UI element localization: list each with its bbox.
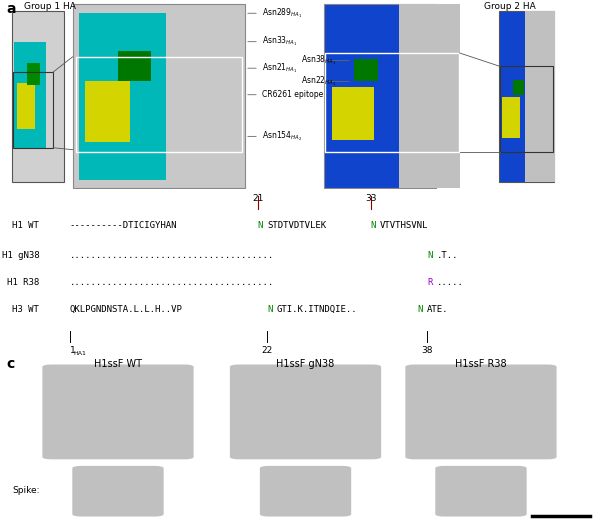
Text: H1ssF WT: H1ssF WT — [94, 359, 142, 369]
Text: 21: 21 — [252, 195, 263, 203]
FancyBboxPatch shape — [230, 364, 381, 459]
Text: 1: 1 — [70, 346, 76, 354]
FancyBboxPatch shape — [17, 84, 35, 129]
Text: H1ssF R38: H1ssF R38 — [455, 359, 507, 369]
FancyBboxPatch shape — [73, 466, 163, 516]
Text: c: c — [6, 357, 15, 371]
Text: .....: ..... — [436, 278, 463, 287]
Text: ATE.: ATE. — [427, 305, 448, 313]
FancyBboxPatch shape — [42, 364, 194, 459]
Text: Asn38$_{HA_1}$: Asn38$_{HA_1}$ — [301, 54, 336, 67]
Text: Asn154$_{HA_2}$: Asn154$_{HA_2}$ — [262, 130, 302, 143]
Text: N: N — [427, 251, 433, 261]
Text: N: N — [371, 222, 376, 230]
Text: Asn21$_{HA_1}$: Asn21$_{HA_1}$ — [262, 61, 298, 75]
Text: .T..: .T.. — [436, 251, 458, 261]
FancyBboxPatch shape — [118, 51, 151, 81]
Text: H3 WT: H3 WT — [13, 305, 39, 313]
Text: N: N — [258, 222, 263, 230]
FancyBboxPatch shape — [85, 81, 130, 142]
Text: N: N — [267, 305, 272, 313]
FancyBboxPatch shape — [79, 13, 166, 180]
FancyBboxPatch shape — [502, 97, 520, 138]
Text: VTVTHSVNL: VTVTHSVNL — [380, 222, 428, 230]
Text: CR6261 epitope: CR6261 epitope — [262, 90, 323, 99]
Text: 38: 38 — [421, 346, 433, 354]
Text: Spike:: Spike: — [12, 486, 39, 495]
Text: 22: 22 — [261, 346, 273, 354]
Text: H1 R38: H1 R38 — [7, 278, 39, 287]
FancyBboxPatch shape — [525, 11, 555, 182]
FancyBboxPatch shape — [513, 79, 524, 94]
Text: R: R — [427, 278, 433, 287]
FancyBboxPatch shape — [399, 4, 460, 187]
Text: N: N — [417, 305, 423, 313]
FancyBboxPatch shape — [27, 62, 40, 85]
FancyBboxPatch shape — [436, 466, 526, 516]
Text: HA1: HA1 — [74, 350, 87, 356]
Text: 33: 33 — [365, 195, 376, 203]
FancyBboxPatch shape — [405, 364, 557, 459]
Text: a: a — [6, 2, 16, 16]
Text: H1 WT: H1 WT — [13, 222, 39, 230]
Text: H1 gN38: H1 gN38 — [2, 251, 39, 261]
Text: GTI.K.ITNDQIE..: GTI.K.ITNDQIE.. — [276, 305, 357, 313]
FancyBboxPatch shape — [73, 4, 245, 187]
Text: ......................................: ...................................... — [70, 278, 274, 287]
Text: H1ssF gN38: H1ssF gN38 — [276, 359, 335, 369]
Text: Group 1 HA: Group 1 HA — [24, 2, 76, 11]
Text: Group 2 HA: Group 2 HA — [484, 2, 536, 11]
Text: ----------DTICIGYHAN: ----------DTICIGYHAN — [70, 222, 177, 230]
FancyBboxPatch shape — [332, 87, 374, 140]
FancyBboxPatch shape — [354, 59, 378, 81]
FancyBboxPatch shape — [260, 466, 351, 516]
Text: Asn33$_{HA_1}$: Asn33$_{HA_1}$ — [262, 35, 298, 48]
FancyBboxPatch shape — [14, 42, 46, 148]
Text: Asn22$_{HA_1}$: Asn22$_{HA_1}$ — [301, 75, 336, 88]
Text: QKLPGNDNSTA.L.L.H..VP: QKLPGNDNSTA.L.L.H..VP — [70, 305, 183, 313]
Text: Asn289$_{HA_1}$: Asn289$_{HA_1}$ — [262, 6, 302, 20]
Text: STDTVDTVLEK: STDTVDTVLEK — [267, 222, 326, 230]
Text: ......................................: ...................................... — [70, 251, 274, 261]
FancyBboxPatch shape — [499, 11, 554, 182]
FancyBboxPatch shape — [12, 11, 64, 182]
FancyBboxPatch shape — [324, 4, 436, 187]
